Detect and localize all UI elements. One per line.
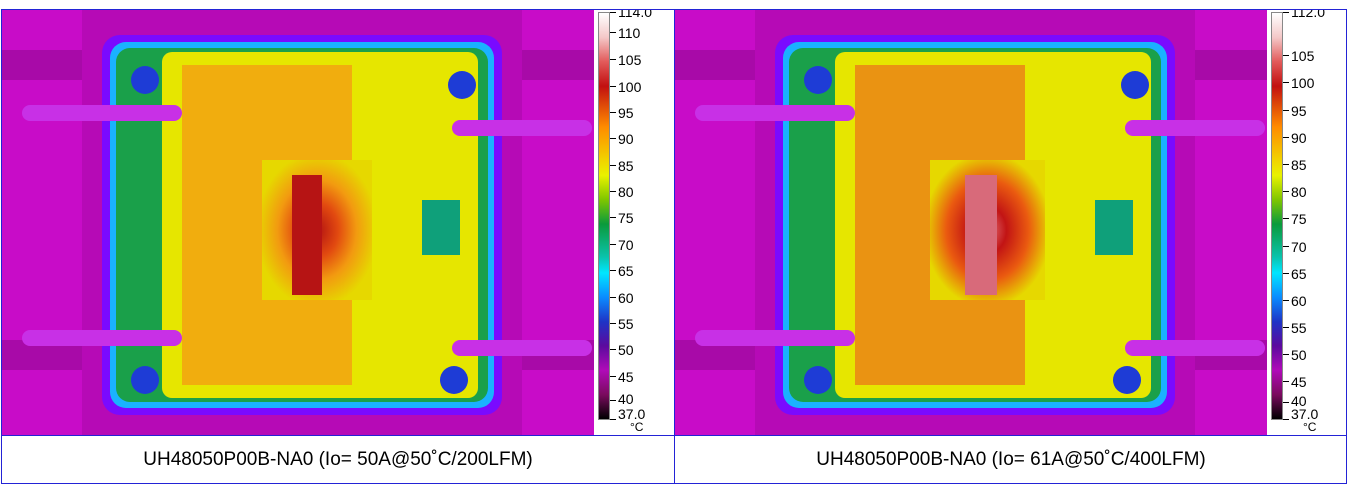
scale-tick-label: 45 xyxy=(1291,374,1307,390)
scale-tick xyxy=(1283,82,1289,83)
scale-tick-label: 90 xyxy=(1291,130,1307,146)
scale-tick-label: 50 xyxy=(1291,347,1307,363)
scale-tick-label: 95 xyxy=(618,105,634,121)
thermal-comparison-table: 114.0 110 105 100 95 90 85 80 75 70 65 6… xyxy=(0,9,1349,486)
scale-tick-label: 60 xyxy=(1291,293,1307,309)
scale-tick xyxy=(1283,419,1289,420)
scale-tick xyxy=(1283,55,1289,56)
scale-tick-label: 60 xyxy=(618,290,634,306)
scale-unit-label: °C xyxy=(630,420,644,434)
scale-tick xyxy=(610,32,616,33)
scale-tick xyxy=(1283,273,1289,274)
scale-tick xyxy=(610,270,616,271)
scale-tick-label: 75 xyxy=(1291,211,1307,227)
thermal-image-svg xyxy=(2,10,594,435)
scale-tick xyxy=(610,376,616,377)
scale-tick-label: 55 xyxy=(1291,320,1307,336)
scale-tick-label: 110 xyxy=(618,25,641,41)
scale-tick-label: 100 xyxy=(1291,75,1315,91)
scale-tick xyxy=(610,297,616,298)
scale-tick xyxy=(610,112,616,113)
scale-tick xyxy=(610,59,616,60)
scale-tick xyxy=(610,165,616,166)
scale-max-label: 114.0 xyxy=(618,10,652,20)
scale-tick-label: 65 xyxy=(618,263,634,279)
scale-tick xyxy=(610,323,616,324)
scale-tick xyxy=(1283,191,1289,192)
scale-tick xyxy=(1283,402,1289,403)
scale-tick-label: 85 xyxy=(618,158,634,174)
scale-tick xyxy=(610,349,616,350)
color-scale-bar xyxy=(598,12,610,420)
scale-tick-label: 75 xyxy=(618,210,634,226)
scale-min-label: 37.0 xyxy=(1291,406,1319,422)
scale-tick xyxy=(1283,246,1289,247)
scale-tick-label: 95 xyxy=(1291,103,1307,119)
scale-tick xyxy=(1283,218,1289,219)
caption-left: UH48050P00B-NA0 (Io= 50A@50˚C/200LFM) xyxy=(143,449,533,470)
scale-max-label: 112.0 xyxy=(1291,10,1325,20)
scale-tick xyxy=(610,400,616,401)
scale-tick xyxy=(1283,110,1289,111)
scale-unit-label: °C xyxy=(1303,420,1317,434)
caption-right: UH48050P00B-NA0 (Io= 61A@50˚C/400LFM) xyxy=(816,449,1206,470)
scale-min-label: 37.0 xyxy=(618,406,646,422)
scale-tick-label: 80 xyxy=(1291,184,1307,200)
scale-tick xyxy=(1283,12,1289,13)
scale-tick-label: 65 xyxy=(1291,266,1307,282)
scale-tick-label: 70 xyxy=(618,237,634,253)
scale-tick-label: 50 xyxy=(618,342,634,358)
scale-tick xyxy=(610,12,616,13)
scale-tick xyxy=(610,419,616,420)
scale-tick xyxy=(610,86,616,87)
row-divider xyxy=(1,435,1347,436)
scale-tick xyxy=(610,217,616,218)
scale-tick xyxy=(1283,137,1289,138)
scale-tick-label: 90 xyxy=(618,131,634,147)
scale-tick xyxy=(1283,354,1289,355)
thermal-image-svg xyxy=(675,10,1267,435)
thermal-image-right xyxy=(675,10,1267,435)
scale-tick xyxy=(610,244,616,245)
scale-tick-label: 105 xyxy=(1291,48,1315,64)
scale-tick-label: 80 xyxy=(618,184,634,200)
thermal-panel-left: 114.0 110 105 100 95 90 85 80 75 70 65 6… xyxy=(2,10,674,435)
scale-tick xyxy=(610,138,616,139)
temperature-scale-right: 112.0 105 100 95 90 85 80 75 70 65 60 55… xyxy=(1267,10,1347,435)
scale-tick-label: 85 xyxy=(1291,157,1307,173)
scale-tick-label: 45 xyxy=(618,369,634,385)
scale-tick xyxy=(610,191,616,192)
scale-tick-label: 55 xyxy=(618,316,634,332)
scale-tick xyxy=(1283,327,1289,328)
scale-tick-label: 40 xyxy=(1291,393,1307,409)
scale-tick-label: 105 xyxy=(618,52,642,68)
scale-tick xyxy=(1283,300,1289,301)
scale-tick-label: 40 xyxy=(618,391,634,407)
temperature-scale-left: 114.0 110 105 100 95 90 85 80 75 70 65 6… xyxy=(594,10,674,435)
thermal-image-left xyxy=(2,10,594,435)
color-scale-bar xyxy=(1271,12,1283,420)
scale-tick-label: 100 xyxy=(618,79,642,95)
scale-tick xyxy=(1283,164,1289,165)
scale-tick-label: 70 xyxy=(1291,239,1307,255)
column-divider xyxy=(674,9,675,484)
thermal-panel-right: 112.0 105 100 95 90 85 80 75 70 65 60 55… xyxy=(675,10,1347,435)
scale-tick xyxy=(1283,381,1289,382)
